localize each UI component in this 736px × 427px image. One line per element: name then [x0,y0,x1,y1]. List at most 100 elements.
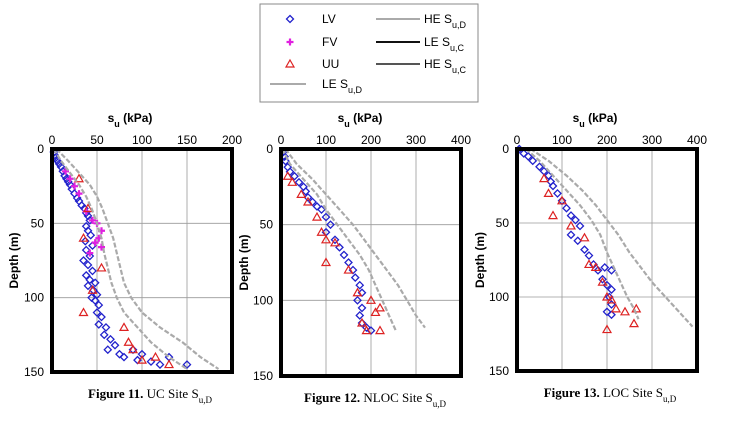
chart3-lv-point [566,211,576,221]
chart1-lv-point [106,334,115,344]
chart1-y-tick-label: 0 [37,142,44,156]
chart3-uu-point [619,306,631,316]
chart2-x-axis-title: su (kPa) [338,111,383,129]
chart3-lv-point [593,265,603,275]
chart3-uu-point [547,210,559,220]
chart1-lv-point [52,156,62,166]
chart2-lv-point [330,235,340,245]
chart1-lv-point [90,278,100,288]
chart2-uu-point [374,325,386,335]
chart3-uu-point [597,276,608,286]
chart1-y-tick-label: 150 [24,365,44,379]
chart2-lv-point [339,250,349,260]
chart2-uu-point [356,317,368,327]
legend-marker-lv [285,14,295,24]
chart1-uu-point [123,337,134,346]
chart2-y-tick-label: 100 [253,293,273,307]
chart3-y-axis-title: Depth (m) [473,232,487,288]
chart1-lv-point [99,330,109,340]
chart2-uu-point [343,264,354,274]
chart3-uu-point [556,195,568,205]
chart2-lv-point [312,202,322,211]
chart3-x-axis-title: su (kPa) [573,111,618,129]
chart3-series-he-su-d [529,148,694,328]
chart1-lv-point [94,320,104,329]
chart3-x-tick-label: 100 [552,133,572,147]
chart1-lv-point [60,171,70,181]
chart3-lv-point [584,251,594,260]
chart1-lv-point [85,251,95,261]
chart2-uu-point [287,177,298,186]
chart1-lv-point [110,340,120,350]
chart3-lv-point [566,230,576,240]
chart2-lv-point [321,212,331,222]
chart1-fv-point [66,175,74,183]
chart2-lv-point [290,171,299,181]
chart1-lv-point [101,322,111,332]
chart1-fv-point [98,243,105,251]
chart1-lv-point [137,349,147,359]
chart3-uu-point [538,173,550,183]
chart3-y-tick-label: 0 [502,142,509,156]
legend-marker-fv [286,38,294,46]
chart1-uu-point [87,285,98,294]
chart1-plot-frame [50,147,234,374]
chart1-fv-point [71,182,78,190]
chart3-lv-point [598,274,607,284]
chart1-y-axis-title: Depth (m) [7,233,21,289]
chart1-lv-point [115,349,124,359]
chart2-x-tick-label: 300 [406,133,426,147]
chart3-uu-point [583,259,595,269]
chart1-y-tick-label: 50 [31,216,45,230]
chart1-lv-point [81,245,91,255]
chart2-y-tick-label: 0 [266,142,273,156]
chart1-caption: Figure 11. UC Site Su,D [88,386,212,405]
chart3-x-tick-label: 0 [514,133,521,147]
chart3-x-tick-label: 400 [687,133,707,147]
chart3-x-tick-label: 300 [642,133,662,147]
chart3-uu-point [579,232,590,242]
chart2-series-le-su-d [281,148,397,332]
chart2-y-axis-title: Depth (m) [237,235,251,291]
chart3-lv-point [600,262,610,272]
chart3-lv-point [607,285,616,295]
chart1-y-tick-label: 100 [24,291,44,305]
chart3-uu-point [606,294,617,304]
chart3-lv-point [562,203,571,213]
legend-label-2: UU [322,57,339,71]
legend-marker-uu [284,58,296,68]
chart2-lv-point [317,205,326,214]
chart1-lv-point [79,256,88,265]
chart1-uu-point [73,173,85,183]
chart3-caption: Figure 13. LOC Site Su,D [544,385,677,404]
chart2-x-tick-label: 400 [451,133,471,147]
chart2-uu-point [352,287,363,297]
chart1-x-tick-label: 200 [222,133,242,147]
chart3-lv-point [580,245,589,255]
chart2-x-tick-label: 100 [316,133,336,147]
chart1-x-axis-title: su (kPa) [108,111,153,129]
chart1-fv-point [62,167,69,175]
chart3-y-tick-label: 50 [496,216,510,230]
chart1-lv-point [80,236,90,246]
chart2-lv-point [353,295,362,305]
chart1-lv-point [182,360,192,369]
chart3-lv-point [571,215,580,225]
chart1-lv-point [83,260,93,270]
chart3-uu-point [565,220,577,230]
chart1-series-he-su-d [55,148,220,370]
chart2-uu-point [302,196,314,206]
chart3-lv-point [575,221,585,231]
chart2-uu-point [365,295,377,304]
chart2-lv-point [326,220,335,230]
chart3-lv-point [553,188,562,198]
chart1-lv-point [90,296,100,306]
chart3-uu-point [601,291,613,301]
chart2-y-tick-label: 150 [253,369,273,383]
chart1-uu-point [163,359,175,369]
chart2-x-tick-label: 200 [361,133,381,147]
chart2-lv-point [281,156,290,166]
legend-label-5: LE Su,C [424,35,465,53]
chart1-lv-point [83,281,93,291]
chart1-lv-point [103,345,113,355]
